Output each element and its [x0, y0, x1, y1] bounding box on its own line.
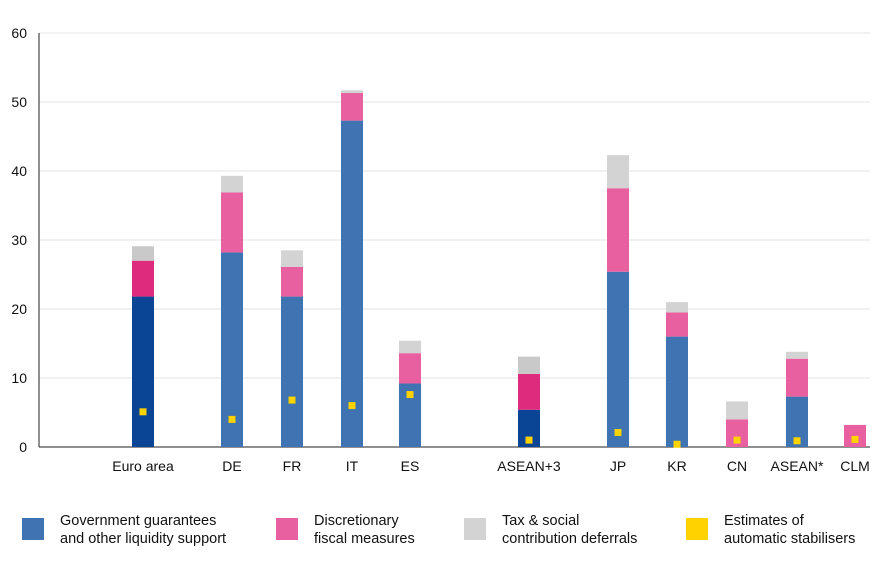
bar-asean-3-guarantees: [518, 409, 540, 447]
x-tick-label-cn: CN: [727, 458, 747, 474]
legend: Government guarantees and other liquidity…: [0, 505, 879, 565]
marker-es: [406, 391, 414, 399]
x-tick-label-it: IT: [346, 458, 359, 474]
bar-jp-deferrals: [607, 155, 629, 189]
bar-kr-discretionary: [666, 312, 688, 337]
y-tick-label-20: 20: [11, 301, 27, 317]
marker-cn: [733, 436, 741, 444]
bar-cn-deferrals: [726, 401, 748, 420]
x-tick-label-kr: KR: [667, 458, 686, 474]
legend-swatch-guarantees: [22, 518, 44, 540]
bar-kr-deferrals: [666, 302, 688, 313]
y-tick-label-60: 60: [11, 25, 27, 41]
bar-cn-discretionary: [726, 419, 748, 447]
x-tick-label-clm: CLM: [840, 458, 870, 474]
bar-es-deferrals: [399, 340, 421, 354]
bar-it-discretionary: [341, 93, 363, 121]
x-tick-label-asean-3: ASEAN+3: [497, 458, 561, 474]
bar-fr-deferrals: [281, 250, 303, 267]
gridlines: [39, 32, 870, 379]
marker-fr: [288, 396, 296, 404]
marker-euro-area: [139, 408, 147, 416]
bar-jp-discretionary: [607, 188, 629, 272]
legend-swatch-deferrals: [464, 518, 486, 540]
stabiliser-markers: [139, 391, 859, 448]
bar-de-deferrals: [221, 175, 243, 193]
bar-es-discretionary: [399, 353, 421, 384]
bar-it-guarantees: [341, 120, 363, 447]
legend-item-discretionary: Discretionary fiscal measures: [276, 512, 504, 548]
bar-fr-guarantees: [281, 296, 303, 447]
y-tick-label-10: 10: [11, 370, 27, 386]
bar-asean-deferrals: [786, 351, 808, 359]
bar-asean-3-discretionary: [518, 373, 540, 410]
legend-swatch-discretionary: [276, 518, 298, 540]
x-tick-label-fr: FR: [283, 458, 302, 474]
bar-euro-area-discretionary: [132, 260, 154, 297]
stacked-bar-chart: 0 10 20 30 40 50 60 Euro area DE FR IT ES ASEAN+3 JP…: [11, 25, 870, 474]
marker-it: [348, 402, 356, 410]
marker-jp: [614, 429, 622, 437]
legend-item-stabilisers: Estimates of automatic stabilisers: [686, 512, 879, 548]
bar-euro-area-deferrals: [132, 246, 154, 261]
bar-kr-guarantees: [666, 336, 688, 447]
x-axis-labels: Euro area DE FR IT ES ASEAN+3 JP KR CN ASEAN* CLM: [112, 458, 870, 474]
bar-asean-guarantees: [786, 396, 808, 447]
legend-swatch-stabilisers: [686, 518, 708, 540]
bar-es-guarantees: [399, 383, 421, 447]
x-tick-label-de: DE: [222, 458, 241, 474]
bar-de-guarantees: [221, 252, 243, 447]
marker-de: [228, 415, 236, 423]
legend-item-guarantees: Government guarantees and other liquidity…: [22, 512, 250, 548]
y-tick-label-40: 40: [11, 163, 27, 179]
x-tick-label-asean: ASEAN*: [771, 458, 824, 474]
legend-label-guarantees: Government guarantees and other liquidity…: [60, 513, 227, 547]
bar-jp-guarantees: [607, 271, 629, 447]
marker-kr: [673, 440, 681, 448]
bar-it-deferrals: [341, 90, 363, 94]
bar-euro-area-guarantees: [132, 296, 154, 447]
bar-asean-3-deferrals: [518, 356, 540, 374]
legend-item-deferrals: Tax & social contribution deferrals: [464, 512, 692, 548]
x-tick-label-es: ES: [401, 458, 420, 474]
bars: [132, 90, 866, 447]
marker-asean: [793, 437, 801, 445]
y-tick-label-30: 30: [11, 232, 27, 248]
marker-clm: [851, 435, 859, 443]
x-tick-label-jp: JP: [610, 458, 626, 474]
bar-asean-discretionary: [786, 358, 808, 397]
legend-label-stabilisers: Estimates of automatic stabilisers: [724, 513, 856, 547]
marker-asean-3: [525, 436, 533, 444]
y-tick-label-50: 50: [11, 94, 27, 110]
legend-label-discretionary: Discretionary fiscal measures: [314, 513, 415, 547]
y-tick-label-0: 0: [19, 439, 27, 455]
x-tick-label-euro-area: Euro area: [112, 458, 174, 474]
bar-de-discretionary: [221, 192, 243, 253]
bar-fr-discretionary: [281, 266, 303, 297]
legend-label-deferrals: Tax & social contribution deferrals: [502, 513, 638, 547]
